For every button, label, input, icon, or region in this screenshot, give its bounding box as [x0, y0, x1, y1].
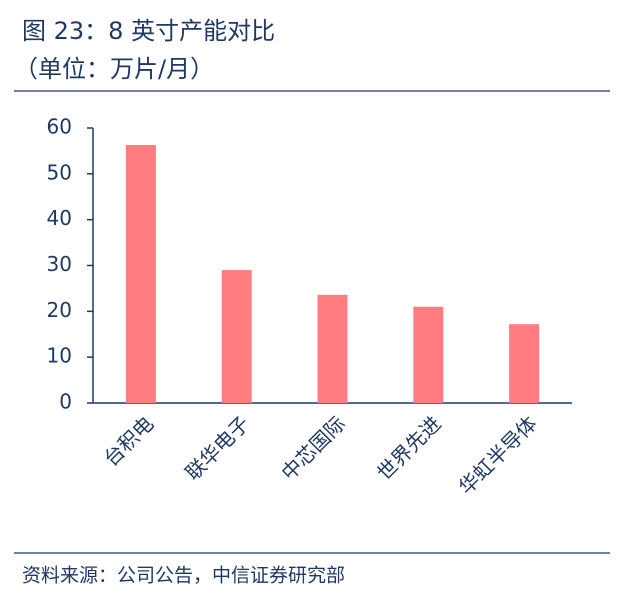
bar [317, 294, 348, 403]
bar [125, 144, 156, 404]
x-tick-label: 世界先进 [372, 411, 446, 485]
x-tick-label: 联华电子 [181, 411, 255, 485]
y-tick-label: 50 [47, 160, 72, 184]
bar [413, 306, 444, 403]
chart-title: 图 23：8 英寸产能对比 [22, 17, 275, 45]
x-tick-label: 中芯国际 [276, 411, 350, 485]
y-tick-label: 30 [47, 252, 72, 276]
bar [221, 270, 252, 403]
y-tick-label: 20 [47, 298, 72, 322]
y-tick-label: 10 [47, 344, 72, 368]
x-tick-label: 台积电 [99, 411, 158, 470]
y-tick-label: 60 [47, 115, 72, 139]
y-tick-label: 0 [59, 390, 72, 414]
bar [509, 324, 540, 403]
source-note: 资料来源：公司公告，中信证券研究部 [22, 565, 345, 587]
y-tick-label: 40 [47, 206, 72, 230]
x-tick-label: 华虹半导体 [454, 411, 542, 499]
chart-subtitle: （单位：万片/月） [14, 55, 214, 83]
